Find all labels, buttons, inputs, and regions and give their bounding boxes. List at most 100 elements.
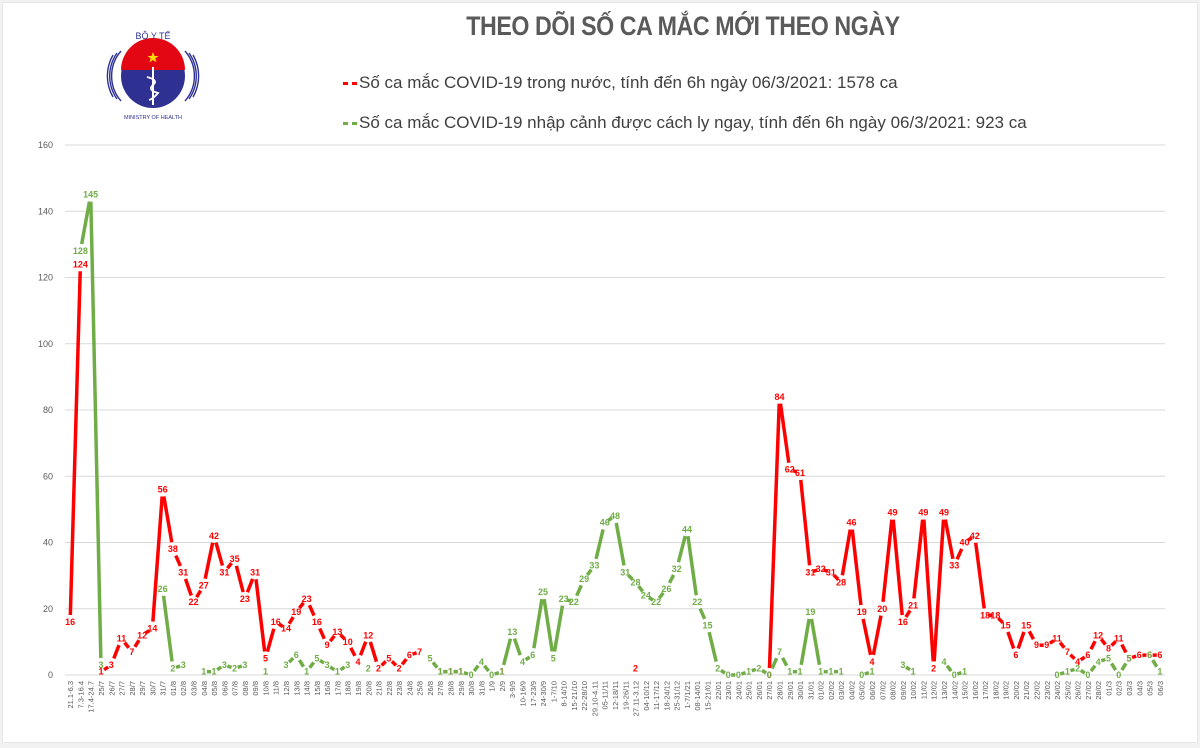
x-tick-label: 21.1-6.3 bbox=[66, 681, 75, 709]
data-label: 6 bbox=[1013, 650, 1018, 660]
data-label: 22 bbox=[692, 597, 702, 607]
x-tick-label: 11-17/12 bbox=[652, 681, 661, 710]
data-label: 46 bbox=[600, 518, 610, 528]
data-label: 3 bbox=[222, 660, 227, 670]
data-label: 12 bbox=[1093, 630, 1103, 640]
data-label: 3 bbox=[325, 660, 330, 670]
x-tick-label: 20/8 bbox=[364, 681, 373, 696]
x-tick-label: 3-9/9 bbox=[508, 681, 517, 698]
x-tick-label: 09/8 bbox=[251, 681, 260, 696]
data-label: 3 bbox=[242, 660, 247, 670]
ministry-of-health-logo: BỘ Y TẾ MINISTRY OF HEALTH bbox=[106, 31, 200, 121]
x-tick-label: 29/01 bbox=[786, 681, 795, 700]
data-label: 0 bbox=[1085, 670, 1090, 680]
y-tick-label: 160 bbox=[38, 140, 53, 150]
x-tick-label: 25-31/12 bbox=[673, 681, 682, 711]
data-label: 6 bbox=[1157, 650, 1162, 660]
data-label: 14 bbox=[147, 624, 157, 634]
data-label: 7 bbox=[777, 647, 782, 657]
data-label: 0 bbox=[489, 670, 494, 680]
data-label: 1 bbox=[212, 667, 217, 677]
x-tick-label: 22/02 bbox=[1032, 681, 1041, 700]
x-tick-label: 24/01 bbox=[734, 681, 743, 700]
x-tick-label: 03/8 bbox=[190, 681, 199, 696]
data-label: 26 bbox=[661, 584, 671, 594]
data-label: 5 bbox=[386, 653, 391, 663]
data-label: 49 bbox=[918, 508, 928, 518]
data-label: 1 bbox=[98, 667, 103, 677]
logo-bottom-text: MINISTRY OF HEALTH bbox=[124, 115, 182, 121]
data-label: 2 bbox=[1075, 663, 1080, 673]
x-tick-label: 02/8 bbox=[179, 681, 188, 696]
x-tick-label: 24-30/9 bbox=[539, 681, 548, 706]
y-tick-label: 40 bbox=[43, 538, 53, 548]
data-label: 6 bbox=[407, 650, 412, 660]
legend-label: Số ca mắc COVID-19 nhập cảnh được cách l… bbox=[359, 113, 1027, 132]
legend-label: Số ca mắc COVID-19 trong nước, tính đến … bbox=[359, 73, 898, 92]
data-label: 0 bbox=[736, 670, 741, 680]
y-tick-label: 80 bbox=[43, 405, 53, 415]
data-label: 12 bbox=[363, 630, 373, 640]
x-tick-label: 11/02 bbox=[919, 681, 928, 699]
x-tick-label: 19-26/11 bbox=[621, 681, 630, 710]
data-label: 19 bbox=[291, 607, 301, 617]
x-tick-label: 1/9 bbox=[488, 681, 497, 691]
x-tick-label: 04/3 bbox=[1135, 681, 1144, 696]
x-tick-label: 7.3-16.4 bbox=[76, 681, 85, 709]
x-tick-label: 31/01 bbox=[806, 681, 815, 700]
data-label: 15 bbox=[1021, 620, 1031, 630]
x-tick-label: 29/8 bbox=[457, 681, 466, 696]
chart-legend: Số ca mắc COVID-19 trong nước, tính đến … bbox=[343, 63, 1027, 143]
x-tick-label: 30/8 bbox=[467, 681, 476, 696]
data-label: 4 bbox=[355, 657, 360, 667]
data-label: 42 bbox=[209, 531, 219, 541]
data-label: 15 bbox=[1001, 620, 1011, 630]
x-tick-label: 16/02 bbox=[971, 681, 980, 700]
x-tick-label: 8-14/10 bbox=[560, 681, 569, 706]
data-label: 1 bbox=[458, 667, 463, 677]
data-label: 1 bbox=[304, 667, 309, 677]
data-label: 6 bbox=[530, 650, 535, 660]
x-tick-label: 25/02 bbox=[1063, 681, 1072, 700]
y-tick-label: 100 bbox=[38, 339, 53, 349]
data-label: 21 bbox=[908, 600, 918, 610]
data-label: 3 bbox=[284, 660, 289, 670]
x-tick-label: 28/8 bbox=[447, 681, 456, 696]
y-tick-label: 20 bbox=[43, 604, 53, 614]
x-tick-label: 05-11/11 bbox=[601, 681, 610, 710]
data-label: 31 bbox=[178, 567, 188, 577]
x-tick-label: 14/02 bbox=[950, 681, 959, 700]
data-label: 35 bbox=[230, 554, 240, 564]
data-label: 1 bbox=[798, 667, 803, 677]
y-tick-label: 120 bbox=[38, 273, 53, 283]
x-tick-label: 04/02 bbox=[847, 681, 856, 700]
data-label: 13 bbox=[332, 627, 342, 637]
data-label: 19 bbox=[857, 607, 867, 617]
x-tick-label: 12/8 bbox=[282, 681, 291, 696]
data-label: 9 bbox=[1044, 640, 1049, 650]
data-label: 1 bbox=[1065, 667, 1070, 677]
data-label: 62 bbox=[785, 465, 795, 475]
x-tick-label: 01/3 bbox=[1104, 681, 1113, 696]
legend-item-imported: Số ca mắc COVID-19 nhập cảnh được cách l… bbox=[343, 103, 1027, 143]
data-label: 2 bbox=[931, 663, 936, 673]
data-label: 9 bbox=[1034, 640, 1039, 650]
data-label: 6 bbox=[1085, 650, 1090, 660]
x-tick-label: 04/8 bbox=[200, 681, 209, 696]
green-line-swatch-icon bbox=[343, 121, 357, 125]
data-label: 145 bbox=[83, 190, 98, 200]
data-label: 3 bbox=[98, 660, 103, 670]
x-tick-label: 19/8 bbox=[354, 681, 363, 696]
data-label: 1 bbox=[448, 667, 453, 677]
legend-item-domestic: Số ca mắc COVID-19 trong nước, tính đến … bbox=[343, 63, 1027, 103]
data-label: 2 bbox=[366, 663, 371, 673]
x-tick-label: 10/8 bbox=[261, 681, 270, 696]
x-tick-label: 25/01 bbox=[745, 681, 754, 700]
data-label: 28 bbox=[836, 577, 846, 587]
data-label: 20 bbox=[877, 604, 887, 614]
x-tick-label: 26/7 bbox=[107, 681, 116, 696]
data-label: 22 bbox=[188, 597, 198, 607]
x-tick-label: 14/8 bbox=[303, 681, 312, 696]
data-label: 5 bbox=[1106, 653, 1111, 663]
x-tick-label: 22-28/10 bbox=[580, 681, 589, 711]
